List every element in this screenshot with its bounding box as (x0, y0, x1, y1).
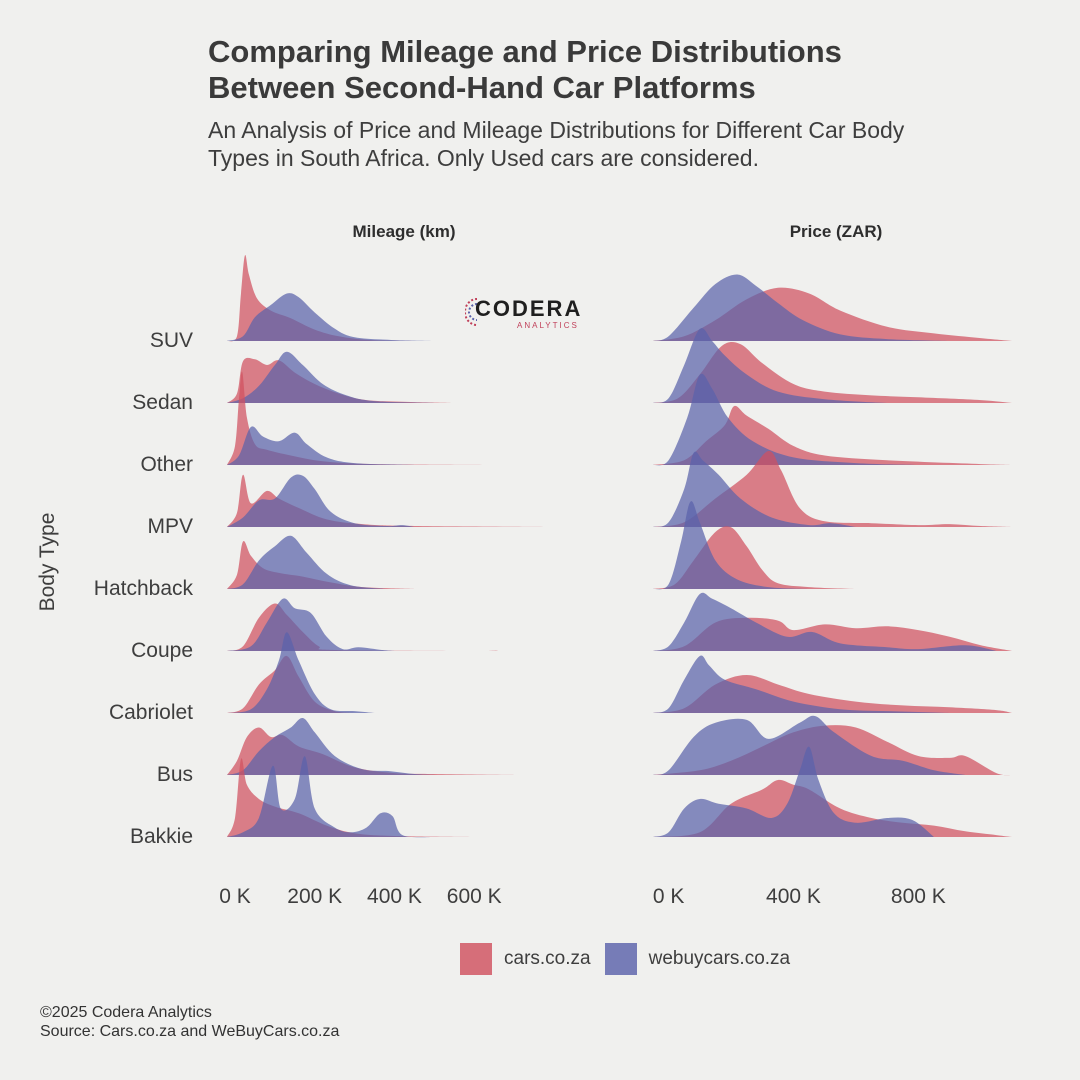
ridge-mileage-sedan-webuy (227, 351, 435, 403)
x-tick-price-800000: 800 K (890, 885, 946, 908)
category-label-other: Other (140, 453, 193, 476)
chart-title-line2: Between Second-Hand Car Platforms (208, 70, 756, 105)
source-text: Source: Cars.co.za and WeBuyCars.co.za (40, 1023, 340, 1040)
legend: cars.co.za webuycars.co.za (460, 942, 804, 976)
codera-logo: CODERA ANALYTICS (465, 294, 585, 334)
copyright-text: ©2025 Codera Analytics (40, 1004, 212, 1021)
chart-title: Comparing Mileage and Price Distribution… (208, 34, 1028, 106)
x-tick-mileage-200000: 200 K (287, 885, 343, 908)
category-label-coupe: Coupe (131, 639, 193, 662)
legend-swatch-cars (460, 943, 492, 975)
ridge-price-hatchback-webuy (653, 501, 810, 590)
ridge-price-coupe-webuy (653, 592, 997, 651)
chart-subtitle-line2: Types in South Africa. Only Used cars ar… (208, 145, 759, 171)
x-tick-mileage-400000: 400 K (367, 885, 422, 908)
ridge-price-mpv-webuy (653, 451, 856, 527)
x-tick-mileage-600000: 600 K (446, 885, 502, 908)
category-label-bus: Bus (156, 763, 193, 786)
ridge-mileage-other-webuy (227, 426, 415, 465)
legend-item-cars: cars.co.za (460, 943, 591, 975)
ridge-price-other-webuy (653, 373, 919, 466)
legend-label-webuy: webuycars.co.za (648, 948, 791, 969)
facet-title-mileage: Mileage (km) (352, 222, 456, 241)
ridge-price-bus-webuy (653, 715, 966, 775)
legend-label-cars: cars.co.za (504, 948, 591, 969)
category-label-mpv: MPV (147, 515, 193, 538)
caption: ©2025 Codera Analytics Source: Cars.co.z… (40, 1003, 339, 1041)
ridge-price-sedan-webuy (653, 328, 888, 403)
ridge-mileage-bakkie-webuy (227, 756, 435, 838)
x-tick-price-0: 0 K (652, 885, 685, 908)
logo-sub: ANALYTICS (517, 321, 579, 330)
category-label-bakkie: Bakkie (129, 825, 193, 848)
ridge-mileage-hatchback-webuy (227, 535, 387, 589)
logo-name: CODERA (475, 296, 583, 321)
legend-swatch-webuy (604, 943, 637, 975)
category-label-suv: SUV (149, 329, 193, 352)
ridge-mileage-bus-webuy (227, 717, 435, 775)
ridge-mileage-coupe-webuy (227, 598, 395, 651)
ridge-price-bakkie-webuy (653, 746, 934, 837)
legend-item-webuy: webuycars.co.za (604, 943, 791, 975)
chart-subtitle-line1: An Analysis of Price and Mileage Distrib… (208, 117, 905, 143)
category-label-hatchback: Hatchback (93, 577, 193, 600)
chart-subtitle: An Analysis of Price and Mileage Distrib… (208, 116, 1028, 172)
ridge-price-suv-webuy (653, 274, 950, 341)
ridge-mileage-mpv-webuy (227, 474, 415, 527)
chart-title-line1: Comparing Mileage and Price Distribution… (208, 34, 842, 69)
ridge-mileage-suv-webuy (227, 293, 435, 341)
category-label-cabriolet: Cabriolet (108, 701, 193, 724)
facet-title-price: Price (ZAR) (789, 222, 883, 241)
x-tick-mileage-0: 0 K (219, 885, 251, 908)
category-label-sedan: Sedan (132, 391, 193, 414)
codera-mark-icon (465, 298, 478, 326)
ridge-mileage-cabriolet-webuy (227, 632, 375, 713)
x-tick-price-400000: 400 K (766, 885, 821, 908)
ridge-price-cabriolet-webuy (653, 655, 950, 713)
